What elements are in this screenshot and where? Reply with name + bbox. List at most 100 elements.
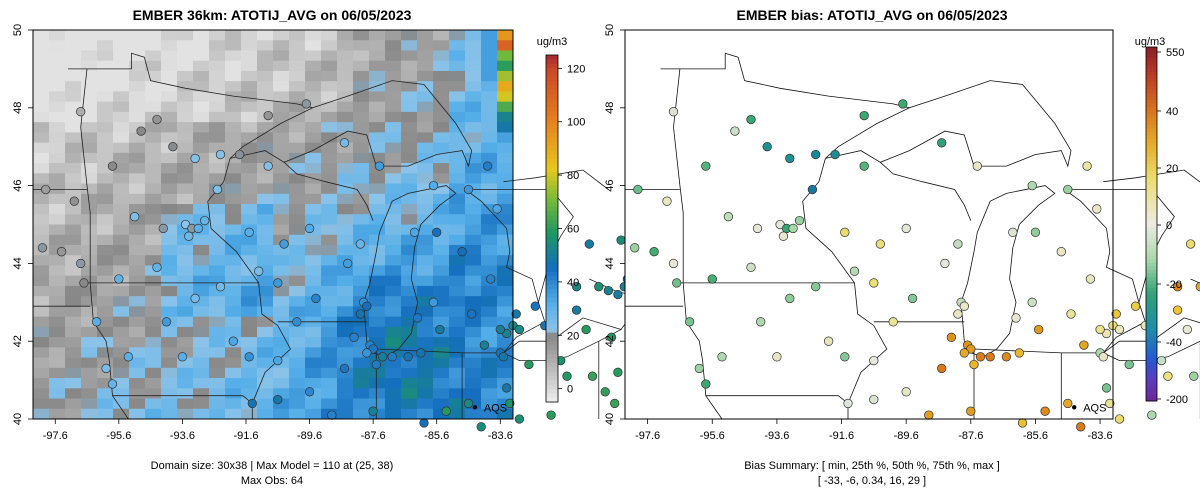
heatmap-cell <box>193 275 210 287</box>
station-point <box>457 247 467 257</box>
heatmap-cell <box>209 337 226 348</box>
heatmap-cell <box>433 337 450 348</box>
heatmap-cell <box>273 306 290 318</box>
heatmap-cell <box>433 388 450 399</box>
station-point <box>924 410 934 420</box>
heatmap-cell <box>145 122 162 133</box>
heatmap-cell <box>81 163 98 174</box>
heatmap-cell <box>497 152 514 164</box>
heatmap-cell <box>369 347 386 358</box>
heatmap-cell <box>241 60 258 72</box>
heatmap-cell <box>113 60 130 72</box>
colorbar-segment <box>1146 75 1157 80</box>
heatmap-cell <box>305 91 322 103</box>
station-point <box>840 227 850 237</box>
heatmap-cell <box>385 234 402 246</box>
heatmap-cell <box>497 70 514 82</box>
station-point <box>1027 180 1037 191</box>
heatmap-cell <box>145 316 162 328</box>
heatmap-cell <box>465 183 482 195</box>
station-point <box>441 406 451 416</box>
heatmap-cell <box>257 40 274 51</box>
heatmap-cell <box>33 347 50 358</box>
heatmap-cell <box>97 50 114 62</box>
colorbar-segment <box>1146 213 1157 218</box>
heatmap-cell <box>337 326 354 338</box>
heatmap-cell <box>193 111 210 123</box>
heatmap-cell <box>417 40 434 51</box>
heatmap-cell <box>145 101 162 113</box>
heatmap-cell <box>161 111 178 123</box>
heatmap-cell <box>369 244 386 256</box>
heatmap-cell <box>113 81 130 92</box>
heatmap-cell <box>193 122 210 133</box>
colorbar-tick-label: 40 <box>1166 106 1178 118</box>
heatmap-cell <box>401 30 418 41</box>
heatmap-cell <box>49 357 66 369</box>
station-point <box>730 126 740 136</box>
right-plot-background <box>625 30 1113 419</box>
heatmap-cell <box>289 214 306 225</box>
heatmap-cell <box>193 255 210 266</box>
station-point <box>694 363 704 374</box>
heatmap-cell <box>49 70 66 82</box>
heatmap-cell <box>337 398 354 410</box>
heatmap-cell <box>113 40 130 51</box>
colorbar-segment <box>546 354 558 360</box>
heatmap-cell <box>353 224 370 236</box>
heatmap-cell <box>305 30 322 41</box>
heatmap-cell <box>97 326 114 338</box>
heatmap-cell <box>97 91 114 103</box>
heatmap-cell <box>385 122 402 133</box>
x-tick-label: -89.6 <box>894 430 919 442</box>
heatmap-cell <box>433 40 450 51</box>
station-point <box>1163 371 1173 381</box>
heatmap-cell <box>97 132 114 144</box>
heatmap-cell <box>193 234 210 246</box>
heatmap-cell <box>385 142 402 154</box>
heatmap-cell <box>257 193 274 205</box>
heatmap-cell <box>241 234 258 246</box>
heatmap-cell <box>129 50 146 62</box>
colorbar-segment <box>546 141 558 147</box>
heatmap-cell <box>65 163 82 174</box>
heatmap-cell <box>209 244 226 256</box>
heatmap-cell <box>289 193 306 205</box>
heatmap-cell <box>289 306 306 318</box>
heatmap-cell <box>65 122 82 133</box>
heatmap-cell <box>369 183 386 195</box>
colorbar-segment <box>1146 369 1157 374</box>
heatmap-cell <box>449 224 466 236</box>
heatmap-cell <box>433 214 450 225</box>
heatmap-cell <box>81 347 98 358</box>
heatmap-cell <box>129 183 146 195</box>
station-point <box>630 243 640 253</box>
colorbar-segment <box>1146 68 1157 73</box>
x-tick-label: -83.6 <box>488 430 513 442</box>
heatmap-cell <box>305 204 322 215</box>
station-point <box>158 223 168 234</box>
colorbar-segment <box>1146 156 1157 161</box>
left-footnote-line1: Domain size: 30x38 | Max Model = 110 at … <box>151 460 394 472</box>
heatmap-cell <box>33 234 50 246</box>
heatmap-cell <box>433 81 450 92</box>
station-point <box>1063 398 1073 409</box>
heatmap-cell <box>129 40 146 51</box>
heatmap-cell <box>145 347 162 358</box>
station-point <box>1066 309 1076 319</box>
heatmap-cell <box>241 101 258 113</box>
colorbar-segment <box>1146 85 1157 90</box>
x-tick-label: -87.6 <box>361 430 386 442</box>
heatmap-cell <box>385 408 402 420</box>
heatmap-cell <box>257 30 274 41</box>
heatmap-cell <box>177 296 194 307</box>
heatmap-cell <box>65 204 82 215</box>
right-plot-border <box>624 29 1114 420</box>
colorbar-segment <box>1146 110 1157 115</box>
heatmap-cell <box>401 357 418 369</box>
heatmap-cell <box>161 214 178 225</box>
heatmap-cell <box>209 214 226 225</box>
heatmap-cell <box>401 408 418 420</box>
heatmap-cell <box>129 204 146 215</box>
y-tick-label: 42 <box>604 335 616 347</box>
